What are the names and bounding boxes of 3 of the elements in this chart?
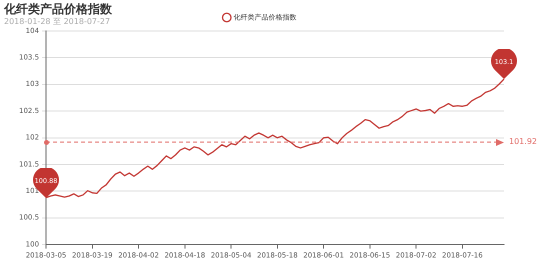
chart-title: 化纤类产品价格指数 xyxy=(4,1,112,18)
chart-subtitle: 2018-01-28 至 2018-07-27 xyxy=(4,16,110,27)
ref-line-label: 101.92 xyxy=(509,137,537,146)
